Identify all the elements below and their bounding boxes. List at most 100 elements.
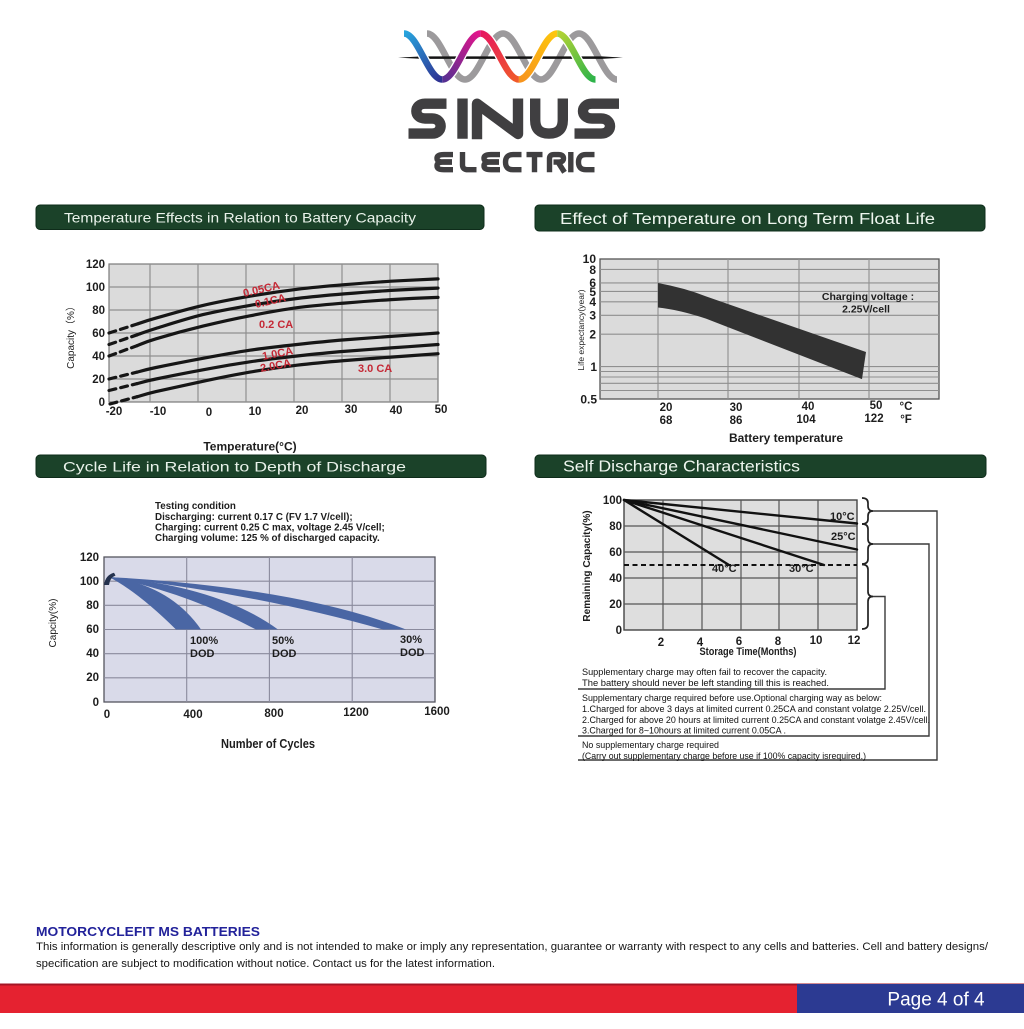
svg-text:3.Charged for 8~10hours at lim: 3.Charged for 8~10hours at limited curre… (582, 726, 786, 736)
svg-text:10: 10 (810, 635, 823, 647)
svg-text:80: 80 (92, 305, 105, 317)
svg-text:2: 2 (658, 637, 664, 649)
svg-text:Cycle Life in Relation to Dept: Cycle Life in Relation to Depth of Disch… (63, 459, 406, 475)
svg-text:MOTORCYCLEFIT MS BATTERIES: MOTORCYCLEFIT MS BATTERIES (36, 924, 260, 939)
svg-text:60: 60 (92, 328, 105, 340)
svg-text:20: 20 (92, 374, 105, 386)
svg-text:0.5: 0.5 (580, 393, 597, 407)
svg-text:Supplementary charge required: Supplementary charge required before use… (582, 693, 882, 703)
svg-text:°C: °C (900, 401, 913, 413)
svg-text:Self Discharge Characteristic: Self Discharge Characteristics (563, 459, 800, 476)
svg-text:40°C: 40°C (712, 563, 737, 575)
svg-text:50%: 50% (272, 635, 294, 647)
svg-text:20: 20 (609, 599, 622, 611)
svg-text:120: 120 (80, 552, 99, 564)
svg-text:Capcity(%): Capcity(%) (48, 599, 59, 648)
svg-text:Battery temperature: Battery temperature (729, 431, 843, 445)
svg-text:6: 6 (589, 276, 596, 290)
svg-text:DOD: DOD (190, 648, 215, 660)
svg-text:Charging voltage :: Charging voltage : (822, 291, 914, 303)
svg-text:40: 40 (92, 351, 105, 363)
svg-text:100: 100 (86, 282, 105, 294)
svg-text:30°C: 30°C (789, 563, 814, 575)
svg-text:30: 30 (730, 402, 743, 414)
svg-text:4: 4 (697, 637, 704, 649)
svg-text:Temperature(°C): Temperature(°C) (203, 440, 296, 454)
svg-text:120: 120 (86, 259, 105, 271)
svg-text:0: 0 (206, 407, 212, 419)
svg-text:100: 100 (603, 495, 622, 507)
svg-text:4: 4 (589, 295, 596, 309)
svg-text:20: 20 (296, 405, 309, 417)
svg-text:800: 800 (264, 708, 283, 720)
svg-text:1600: 1600 (424, 706, 450, 718)
svg-text:Effect of Temperature on Long: Effect of Temperature on Long Term Float… (560, 211, 935, 228)
svg-text:104: 104 (796, 414, 816, 426)
svg-text:The battery should never be l: The battery should never be left standin… (582, 678, 829, 688)
svg-text:30%: 30% (400, 634, 422, 646)
svg-text:0: 0 (616, 625, 622, 637)
svg-text:50: 50 (870, 400, 883, 412)
svg-text:20: 20 (660, 402, 673, 414)
svg-text:Page 4 of 4: Page 4 of 4 (887, 990, 985, 1011)
svg-text:DOD: DOD (400, 647, 425, 659)
svg-text:6: 6 (736, 636, 742, 648)
svg-text:1: 1 (590, 360, 597, 374)
svg-text:1.Charged for above 3 days at: 1.Charged for above 3 days at limited cu… (582, 704, 926, 714)
svg-text:400: 400 (183, 709, 202, 721)
svg-text:10: 10 (583, 252, 597, 266)
svg-text:0: 0 (99, 397, 105, 409)
svg-text:8: 8 (775, 636, 782, 648)
svg-text:Charging volume: 125 % of d: Charging volume: 125 % of discharged cap… (155, 533, 380, 544)
svg-text:20: 20 (86, 672, 99, 684)
svg-text:2.25V/cell: 2.25V/cell (842, 304, 890, 316)
svg-text:(Carry out supplementary charg: (Carry out supplementary charge before u… (582, 751, 866, 761)
svg-text:2.Charged for above 20 hours a: 2.Charged for above 20 hours at limited … (582, 715, 930, 725)
svg-text:40: 40 (609, 573, 622, 585)
svg-text:10: 10 (249, 406, 262, 418)
svg-text:30: 30 (345, 404, 358, 416)
svg-text:Remaining Capacity(%): Remaining Capacity(%) (582, 510, 593, 621)
svg-text:This information is generally: This information is generally descriptiv… (36, 941, 988, 953)
svg-text:2: 2 (589, 328, 596, 342)
svg-text:-20: -20 (106, 406, 123, 418)
svg-text:DOD: DOD (272, 648, 297, 660)
svg-text:40: 40 (86, 648, 99, 660)
svg-text:0: 0 (93, 697, 99, 709)
svg-text:80: 80 (86, 600, 99, 612)
svg-text:1.0CA: 1.0CA (261, 345, 294, 363)
svg-text:specification are subject to m: specification are subject to modificatio… (36, 958, 495, 970)
svg-text:3: 3 (589, 309, 596, 323)
svg-text:Capacity（%）: Capacity（%） (65, 301, 77, 369)
svg-text:8: 8 (589, 263, 596, 277)
svg-text:Supplementary charge may often: Supplementary charge may often fail to r… (582, 667, 827, 677)
svg-text:100: 100 (80, 576, 99, 588)
svg-text:50: 50 (435, 404, 448, 416)
svg-text:25°C: 25°C (831, 531, 856, 543)
svg-text:40: 40 (802, 401, 815, 413)
svg-text:10°C: 10°C (830, 511, 855, 523)
svg-text:60: 60 (609, 547, 622, 559)
svg-text:122: 122 (864, 413, 883, 425)
svg-text:°F: °F (900, 414, 912, 426)
svg-text:0: 0 (104, 709, 110, 721)
svg-text:-10: -10 (150, 406, 167, 418)
svg-text:Storage Time(Months): Storage Time(Months) (700, 646, 797, 658)
svg-text:Charging: current 0.25 C max: Charging: current 0.25 C max, voltage 2.… (155, 523, 385, 534)
svg-text:86: 86 (730, 415, 743, 427)
svg-text:2.0CA: 2.0CA (259, 357, 292, 375)
svg-text:80: 80 (609, 521, 622, 533)
svg-text:Life expectancy(year): Life expectancy(year) (576, 289, 586, 370)
svg-text:Temperature Effects in Relatio: Temperature Effects in Relation to Batte… (64, 210, 416, 226)
svg-text:68: 68 (660, 415, 673, 427)
svg-text:40: 40 (390, 405, 403, 417)
svg-text:No supplementary charge requir: No supplementary charge required (582, 740, 719, 750)
svg-text:3.0 CA: 3.0 CA (358, 363, 392, 375)
svg-text:12: 12 (848, 635, 861, 647)
svg-text:1200: 1200 (343, 707, 369, 719)
svg-text:100%: 100% (190, 635, 218, 647)
svg-text:0.2 CA: 0.2 CA (259, 319, 293, 331)
svg-text:Discharging: current 0.17 C: Discharging: current 0.17 C (FV 1.7 V/ce… (155, 512, 353, 523)
svg-text:Number of Cycles: Number of Cycles (221, 737, 315, 751)
svg-text:Testing condition: Testing condition (155, 501, 236, 512)
